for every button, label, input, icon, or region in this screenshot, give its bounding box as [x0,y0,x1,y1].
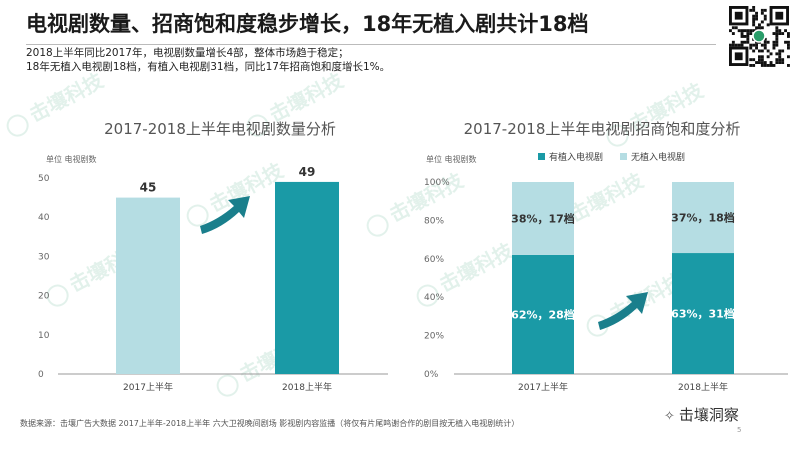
divider [26,44,716,45]
page-number: 5 [737,426,742,434]
page-title: 电视剧数量、招商饱和度稳步增长，18年无植入剧共计18档 [26,12,589,36]
arrow-shape [598,292,648,330]
x-tick-label: 2017上半年 [518,381,568,393]
stacked-segment [672,253,734,374]
legend-label: 无植入电视剧 [631,151,685,163]
legend-swatch [538,153,545,160]
x-tick-label: 2017上半年 [123,381,173,393]
unit-label: 单位 电视剧数 [46,154,97,164]
wechat-icon: ✧ [664,409,675,424]
stacked-segment [512,182,574,255]
y-tick-label: 100% [424,178,450,188]
segment-label: 37%，18档 [671,211,735,225]
stacked-bars: 62%，28档 38%，17档 2017上半年 63%，31档 37%，18档 2018上… [511,182,735,393]
summary-text: 2018上半年同比2017年，电视剧数量增长4部，整体市场趋于稳定； 18年无植… [26,46,390,74]
legend: 有植入电视剧 无植入电视剧 [538,151,685,163]
qr-code-icon [727,4,791,68]
y-tick-label: 80% [424,216,444,226]
summary-line-2: 18年无植入电视剧18档，有植入电视剧31档，同比17年招商饱和度增长1%。 [26,61,391,73]
segment-label: 63%，31档 [671,307,735,321]
summary-line-1: 2018上半年同比2017年，电视剧数量增长4部，整体市场趋于稳定； [26,47,349,59]
y-tick-label: 20% [424,332,444,342]
stacked-segment [672,182,734,254]
data-source-note: 数据来源：击壤广告大数据 2017上半年-2018上半年 六大卫视晚间剧场 影视… [20,419,520,428]
x-tick-label: 2018上半年 [678,381,728,393]
bars: 45 2017上半年 49 2018上半年 [116,165,339,393]
y-tick-label: 0% [424,370,439,380]
chart-title: 2017-2018上半年电视剧数量分析 [104,120,336,138]
brand-signature: ✧ 击壤洞察 [664,404,739,425]
y-tick-label: 10 [38,331,50,341]
bar-value-label: 45 [140,181,157,195]
legend-swatch [620,153,627,160]
stacked-segment [512,254,574,374]
unit-label: 单位 电视剧数 [426,154,477,164]
x-tick-label: 2018上半年 [282,381,332,393]
arrow-shape [200,196,250,234]
growth-arrow-icon [200,196,250,234]
tv-count-chart: 2017-2018上半年电视剧数量分析 单位 电视剧数 01020304050 … [38,120,388,393]
y-tick-label: 40 [38,213,50,223]
bar [116,197,180,374]
y-tick-label: 20 [38,292,50,302]
y-tick-label: 40% [424,293,444,303]
segment-label: 38%，17档 [511,211,575,225]
chart-title: 2017-2018上半年电视剧招商饱和度分析 [464,120,741,138]
legend-label: 有植入电视剧 [549,151,603,163]
segment-label: 62%，28档 [511,307,575,321]
growth-arrow-icon [598,292,648,330]
bar [275,181,339,374]
bar-value-label: 49 [299,165,316,179]
y-tick-label: 60% [424,255,444,265]
y-tick-label: 50 [38,174,50,184]
brand-name: 击壤洞察 [678,406,739,424]
saturation-chart: 2017-2018上半年电视剧招商饱和度分析 单位 电视剧数 有植入电视剧 无植入… [424,120,788,393]
y-tick-label: 0 [38,370,44,380]
y-tick-label: 30 [38,252,50,262]
